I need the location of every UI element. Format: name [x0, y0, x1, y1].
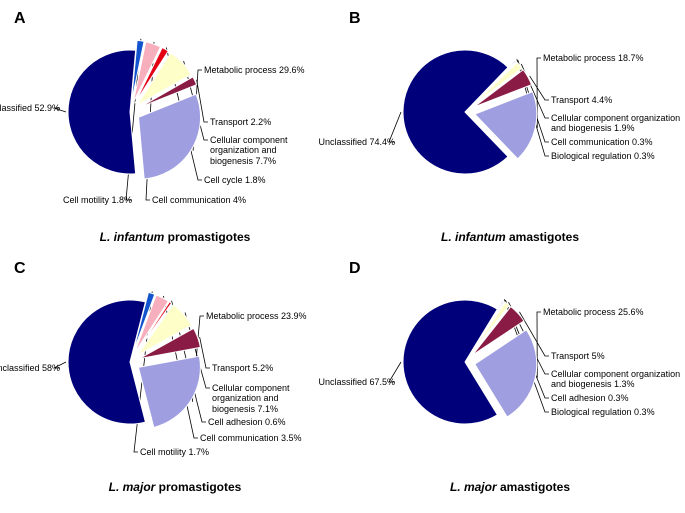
pie-slice: [138, 356, 200, 427]
panel-caption: L. infantum promastigotes: [10, 230, 340, 244]
pie-chart: Unclassified 58%Cell motility 1.7%Cell c…: [40, 272, 340, 462]
panel-letter: B: [349, 10, 361, 28]
caption-stage: promastigotes: [155, 480, 241, 494]
slice-label: Cell communication 0.3%: [551, 137, 653, 147]
slice-label: Unclassified 52.9%: [0, 103, 60, 113]
slice-label: Cell communication 4%: [152, 195, 246, 205]
panel-b: B Unclassified 74.4%Biological regulation…: [345, 10, 675, 250]
pie-chart: Unclassified 52.9%Cell motility 1.8%Cell…: [40, 22, 340, 212]
slice-label: Metabolic process 23.9%: [206, 311, 307, 321]
slice-label: Unclassified 67.5%: [318, 377, 395, 387]
panel-caption: L. major amastigotes: [345, 480, 675, 494]
slice-label: Cell motility 1.7%: [140, 447, 209, 457]
caption-stage: amastigotes: [506, 230, 579, 244]
caption-stage: amastigotes: [497, 480, 570, 494]
slice-label: Transport 4.4%: [551, 95, 612, 105]
panel-letter: A: [14, 10, 26, 28]
slice-label: Cell cycle 1.8%: [204, 175, 266, 185]
panel-caption: L. major promastigotes: [10, 480, 340, 494]
slice-label: Cellular component organizationand bioge…: [551, 369, 680, 390]
pie-chart: Unclassified 74.4%Biological regulation …: [375, 22, 675, 212]
caption-species: L. major: [109, 480, 156, 494]
slice-label: Metabolic process 25.6%: [543, 307, 644, 317]
figure-grid: A Unclassified 52.9%Cell motility 1.8%Cel…: [10, 10, 675, 500]
slice-label: Transport 5.2%: [212, 363, 273, 373]
panel-letter: D: [349, 260, 361, 278]
panel-c: C Unclassified 58%Cell motility 1.7%Cell …: [10, 260, 340, 500]
slice-label: Transport 2.2%: [210, 117, 271, 127]
caption-species: L. infantum: [100, 230, 165, 244]
pie-slice: [68, 300, 145, 424]
panel-d: D Unclassified 67.5%Biological regulation…: [345, 260, 675, 500]
slice-label: Transport 5%: [551, 351, 605, 361]
slice-label: Biological regulation 0.3%: [551, 407, 655, 417]
caption-species: L. major: [450, 480, 497, 494]
panel-letter: C: [14, 260, 26, 278]
slice-label: Biological regulation 0.3%: [551, 151, 655, 161]
slice-label: Cell communication 3.5%: [200, 433, 302, 443]
slice-label: Cellular component organizationand bioge…: [551, 113, 680, 134]
slice-label: Cellular componentorganization andbiogen…: [210, 135, 288, 166]
slice-label: Metabolic process 18.7%: [543, 53, 644, 63]
slice-label: Unclassified 74.4%: [318, 137, 395, 147]
slice-label: Cellular componentorganization andbiogen…: [212, 383, 290, 414]
slice-label: Cell motility 1.8%: [63, 195, 132, 205]
slice-label: Unclassified 58%: [0, 363, 60, 373]
leader-line: [200, 337, 210, 368]
panel-caption: L. infantum amastigotes: [345, 230, 675, 244]
slice-label: Cell adhesion 0.3%: [551, 393, 629, 403]
pie-slice: [68, 50, 136, 174]
slice-label: Metabolic process 29.6%: [204, 65, 305, 75]
caption-species: L. infantum: [441, 230, 506, 244]
caption-stage: promastigotes: [164, 230, 250, 244]
panel-a: A Unclassified 52.9%Cell motility 1.8%Cel…: [10, 10, 340, 250]
pie-slice: [139, 94, 201, 179]
pie-chart: Unclassified 67.5%Biological regulation …: [375, 272, 675, 462]
slice-label: Cell adhesion 0.6%: [208, 417, 286, 427]
